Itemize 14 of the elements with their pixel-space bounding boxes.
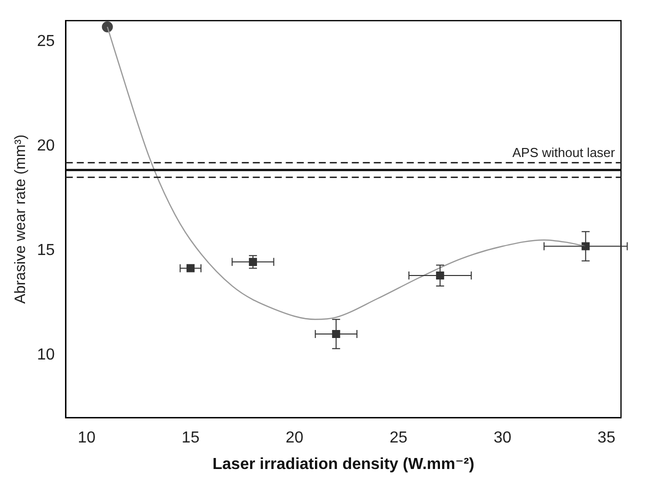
x-tick-label: 35 <box>598 430 616 447</box>
x-axis-title: Laser irradiation density (W.mm⁻²) <box>212 456 474 473</box>
x-tick-label: 10 <box>78 430 96 447</box>
point <box>102 21 113 32</box>
y-tick-label: 15 <box>37 242 55 259</box>
x-tick-label: 20 <box>286 430 304 447</box>
y-tick-label: 25 <box>37 32 55 50</box>
y-tick-label: 10 <box>37 346 55 364</box>
y-axis-title: Abrasive wear rate (mm³) <box>12 134 30 304</box>
ref-line-label: APS without laser <box>512 144 616 160</box>
y-tick-label: 20 <box>37 137 55 154</box>
x-tick-label: 15 <box>182 430 200 447</box>
x-tick-label: 25 <box>390 430 408 447</box>
x-tick-label: 30 <box>494 430 512 447</box>
